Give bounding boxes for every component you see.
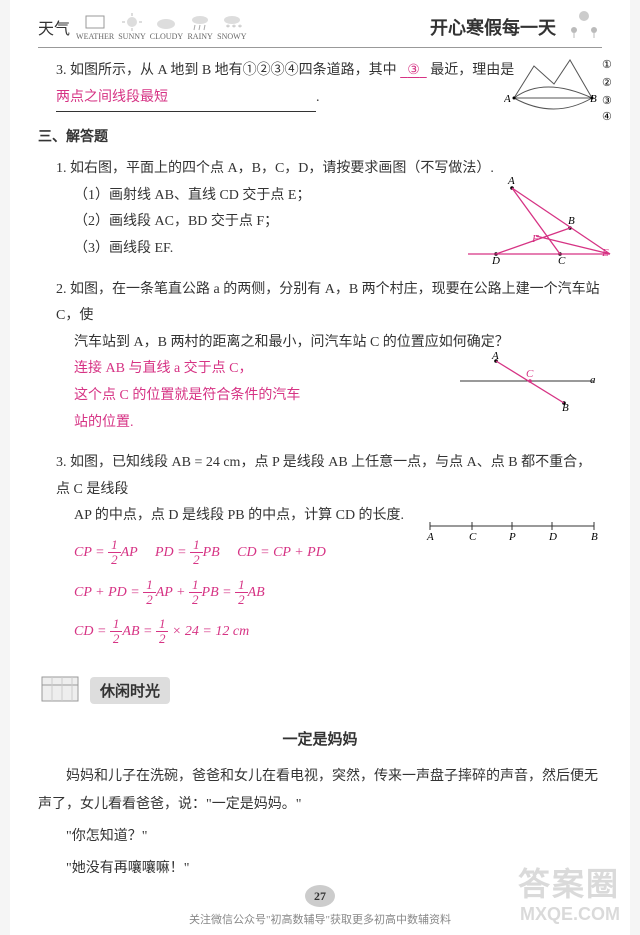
problem-2: 2. 如图，在一条笔直公路 a 的两侧，分别有 A，B 两个村庄，现要在公路上建… <box>38 277 602 437</box>
weather-icons: WEATHER SUNNY CLOUDY RAINY * * * SNOWY <box>76 12 246 41</box>
weather-caption: SNOWY <box>217 32 246 41</box>
weather-caption: WEATHER <box>76 32 114 41</box>
figure-roads: ① ② ③ ④ A B <box>504 54 614 137</box>
weather-caption: SUNNY <box>118 32 146 41</box>
svg-text:②: ② <box>602 77 612 89</box>
svg-text:a: a <box>590 374 596 386</box>
svg-text:A: A <box>426 531 434 542</box>
figure-p2: A a B C <box>452 347 602 428</box>
svg-text:A: A <box>504 93 511 105</box>
svg-text:B: B <box>591 531 598 542</box>
story-title: 一定是妈妈 <box>38 728 602 749</box>
leisure-label: 休闲时光 <box>90 677 170 704</box>
calendar-icon <box>38 671 82 710</box>
period: . <box>316 90 320 105</box>
story-p2: "你怎知道？" <box>38 823 602 851</box>
svg-text:C: C <box>469 531 477 542</box>
problem-3: 3. 如图，已知线段 AB = 24 cm，点 P 是线段 AB 上任意一点，与… <box>38 450 602 647</box>
q3-answer-1: ③ <box>400 58 427 85</box>
weather-caption: RAINY <box>187 32 212 41</box>
svg-text:* * *: * * * <box>226 23 242 32</box>
weather-label: 天气 <box>38 15 70 39</box>
p3-stem1: 3. 如图，已知线段 AB = 24 cm，点 P 是线段 AB 上任意一点，与… <box>56 450 602 503</box>
q3-text-a: 3. 如图所示，从 A 地到 B 地有①②③④四条道路，其中 <box>56 63 397 78</box>
page-title: 开心寒假每一天 <box>430 14 556 40</box>
q3-answer-2: 两点之间线段最短 <box>56 90 168 105</box>
problem-1: A B C D E F 1. 如右图，平面上的四个点 A，B，C，D，请按要求画… <box>38 156 602 262</box>
svg-text:P: P <box>508 531 516 542</box>
svg-text:C: C <box>558 255 566 267</box>
weather-icon-sunny: SUNNY <box>118 12 146 41</box>
figure-p3-segment: A C P D B <box>422 514 602 553</box>
page-number: 27 <box>305 885 335 907</box>
svg-text:D: D <box>491 255 500 267</box>
p3-line3: CD = 12AB = 12 × 24 = 12 cm <box>56 617 602 647</box>
svg-text:A: A <box>507 175 515 187</box>
svg-text:③: ③ <box>602 95 612 107</box>
svg-text:B: B <box>568 215 575 227</box>
leisure-section: 休闲时光 <box>38 671 602 710</box>
figure-p1: A B C D E F <box>462 174 612 280</box>
q3-text-b: 最近，理由是 <box>430 63 514 78</box>
question-3-fill: ① ② ③ ④ A B 3. 如图所示，从 A 地到 B 地有①②③④四条道路，… <box>38 58 602 112</box>
weather-icon-cloudy: CLOUDY <box>150 12 183 41</box>
q3-blank: 两点之间线段最短 <box>56 85 316 113</box>
weather-icon-weather: WEATHER <box>76 12 114 41</box>
watermark-text: 答案圈 <box>518 859 620 905</box>
svg-text:D: D <box>548 531 557 542</box>
weather-icon-snowy: * * * SNOWY <box>217 12 246 41</box>
header: 天气 WEATHER SUNNY CLOUDY RAINY * * * SNOW… <box>38 10 602 48</box>
svg-text:④: ④ <box>602 111 612 123</box>
kid-icon <box>566 10 602 43</box>
p3-line2: CP + PD = 12AP + 12PB = 12AB <box>56 578 602 608</box>
story-p1: 妈妈和儿子在洗碗，爸爸和女儿在看电视，突然，传来一声盘子摔碎的声音，然后便无声了… <box>38 763 602 819</box>
weather-icon-rainy: RAINY <box>187 12 213 41</box>
p2-stem1: 2. 如图，在一条笔直公路 a 的两侧，分别有 A，B 两个村庄，现要在公路上建… <box>56 277 602 330</box>
svg-text:C: C <box>526 368 534 380</box>
page: 天气 WEATHER SUNNY CLOUDY RAINY * * * SNOW… <box>10 0 630 935</box>
watermark-url: MXQE.COM <box>520 904 620 925</box>
weather-caption: CLOUDY <box>150 32 183 41</box>
svg-text:①: ① <box>602 59 612 71</box>
